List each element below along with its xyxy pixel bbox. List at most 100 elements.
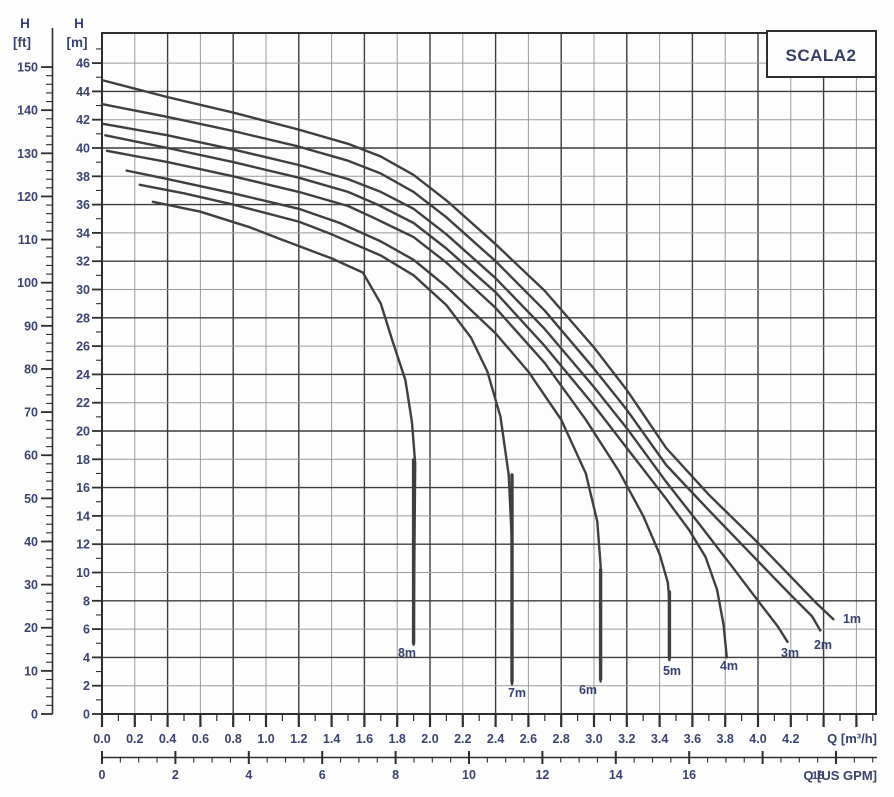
m3h-tick-label: 1.2: [290, 732, 307, 746]
m-tick-label: 24: [76, 368, 90, 382]
chart-title: SCALA2: [785, 46, 856, 65]
m-tick-label: 16: [76, 481, 90, 495]
m-tick-label: 6: [83, 623, 90, 637]
title-box-frame: [766, 30, 877, 78]
left-inner-axis-name: H: [74, 16, 84, 31]
m3h-tick-label: 3.8: [717, 732, 734, 746]
ft-tick-label: 20: [24, 621, 38, 635]
m3h-tick-label: 1.0: [257, 732, 274, 746]
gpm-tick-label: 0: [99, 768, 106, 782]
left-inner-axis-unit: [m]: [67, 35, 88, 50]
curve-5m: [105, 149, 671, 662]
m-tick-label: 14: [76, 509, 90, 523]
left-outer-axis-unit: [ft]: [13, 35, 31, 50]
curve-label-3m: 3m: [781, 646, 799, 660]
m3h-tick-label: 0.0: [93, 732, 110, 746]
ft-tick-label: 10: [24, 664, 38, 678]
m3h-tick-label: 2.0: [421, 732, 438, 746]
m3h-tick-label: 2.8: [553, 732, 570, 746]
gpm-tick-label: 14: [609, 768, 623, 782]
m-tick-label: 32: [76, 255, 90, 269]
gpm-tick-label: 8: [392, 768, 399, 782]
ft-tick-label: 140: [17, 104, 38, 118]
m-tick-label: 8: [83, 594, 90, 608]
m3h-tick-label: 3.2: [618, 732, 635, 746]
m3h-tick-label: 1.8: [389, 732, 406, 746]
m-tick-label: 4: [83, 651, 90, 665]
ft-tick-label: 70: [24, 406, 38, 420]
m-tick-label: 42: [76, 113, 90, 127]
m3h-tick-label: 4.0: [749, 732, 766, 746]
curve-8m: [151, 200, 417, 646]
m-tick-label: 10: [76, 566, 90, 580]
m3h-tick-label: 3.6: [684, 732, 701, 746]
curve-1m: [100, 78, 835, 621]
m-tick-label: 26: [76, 340, 90, 354]
m3h-tick-label: 4.2: [782, 732, 799, 746]
curve-2m: [100, 102, 822, 632]
curves: 1m 2m 3m 4m 5m 6m 7m 8m: [100, 78, 861, 700]
m3h-tick-label: 1.4: [323, 732, 340, 746]
axes: [41, 28, 877, 764]
flow-axis-title-gpm: Q [US GPM]: [803, 768, 877, 783]
curve-label-2m: 2m: [814, 638, 832, 652]
gpm-tick-label: 2: [172, 768, 179, 782]
curve-label-6m: 6m: [579, 683, 597, 697]
ft-tick-label: 90: [24, 319, 38, 333]
ft-tick-label: 120: [17, 190, 38, 204]
gpm-tick-label: 6: [319, 768, 326, 782]
ft-tick-label: 100: [17, 276, 38, 290]
left-outer-axis-name: H: [20, 16, 30, 31]
ft-tick-label: 50: [24, 492, 38, 506]
ft-tick-label: 110: [18, 233, 38, 247]
ft-tick-label: 40: [24, 535, 38, 549]
m3h-tick-label: 3.4: [651, 732, 668, 746]
curve-3m: [102, 122, 789, 643]
m-tick-label: 34: [76, 226, 90, 240]
chart-title-box: SCALA2: [766, 30, 877, 78]
gpm-tick-label: 4: [245, 768, 252, 782]
ft-tick-label: 80: [24, 362, 38, 376]
ft-tick-label: 0: [31, 708, 38, 722]
m-tick-label: 0: [83, 708, 90, 722]
m3h-tick-label: 0.4: [159, 732, 176, 746]
flow-axis-title-m3h: Q [m³/h]: [827, 731, 877, 746]
curve-label-4m: 4m: [720, 659, 738, 673]
tick-labels: 0102030405060708090100110120130140150024…: [17, 57, 824, 782]
gpm-tick-label: 12: [535, 768, 549, 782]
gpm-tick-label: 10: [462, 768, 476, 782]
m3h-tick-label: 1.6: [356, 732, 373, 746]
m-tick-label: 44: [76, 85, 90, 99]
m3h-tick-label: 3.0: [585, 732, 602, 746]
curve-6m: [125, 169, 602, 683]
m-tick-label: 40: [76, 142, 90, 156]
gpm-tick-label: 18: [812, 770, 824, 782]
m-tick-label: 28: [76, 311, 90, 325]
ft-tick-label: 150: [17, 61, 38, 75]
m-tick-label: 46: [76, 57, 90, 71]
gpm-tick-label: 16: [682, 768, 696, 782]
m-tick-label: 2: [83, 679, 90, 693]
ft-tick-label: 60: [24, 449, 38, 463]
m-tick-label: 36: [76, 198, 90, 212]
m-tick-label: 22: [76, 396, 90, 410]
m3h-tick-label: 2.2: [454, 732, 471, 746]
ft-tick-label: 130: [17, 147, 38, 161]
curve-7m: [138, 183, 514, 686]
m-tick-label: 30: [76, 283, 90, 297]
m3h-tick-label: 0.8: [225, 732, 242, 746]
m3h-tick-label: 2.4: [487, 732, 504, 746]
m-tick-label: 20: [76, 425, 90, 439]
m-tick-label: 18: [76, 453, 90, 467]
m-tick-label: 12: [76, 538, 90, 552]
curve-4m: [104, 134, 728, 659]
m3h-tick-label: 2.6: [520, 732, 537, 746]
curve-label-5m: 5m: [663, 664, 681, 678]
curve-label-8m: 8m: [398, 646, 416, 660]
m3h-tick-label: 0.6: [192, 732, 209, 746]
ft-tick-label: 30: [24, 578, 38, 592]
curve-label-1m: 1m: [843, 612, 861, 626]
curve-label-7m: 7m: [508, 686, 526, 700]
